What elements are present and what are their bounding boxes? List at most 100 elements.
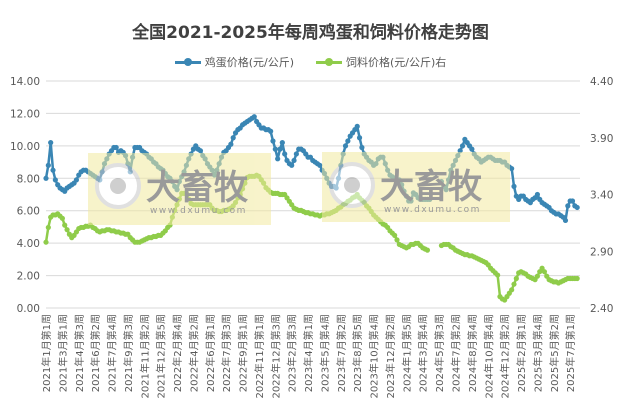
data-point [43, 239, 49, 245]
data-point [279, 140, 285, 146]
y-left-tick-label: 10.00 [10, 141, 40, 153]
data-point [64, 227, 70, 233]
x-tick-label: 2024年12月第2周 [499, 314, 512, 399]
data-point [424, 247, 431, 253]
data-point [268, 128, 274, 134]
y-left-tick-label: 2.00 [17, 271, 40, 283]
x-tick-label: 2021年12月第5周 [155, 314, 168, 399]
data-point [282, 151, 288, 157]
data-point [574, 204, 580, 211]
data-point [574, 275, 580, 282]
data-point [43, 175, 49, 181]
data-point [293, 151, 299, 157]
y-left-tick-label: 0.00 [17, 303, 40, 315]
watermark-url: www.dxumu.com [150, 206, 247, 216]
x-tick-label: 2024年10月第4周 [482, 314, 495, 399]
data-point [270, 138, 276, 144]
x-tick-label: 2025年2月第1周 [515, 314, 528, 392]
data-point [509, 287, 515, 293]
data-point [511, 281, 517, 287]
data-point [251, 114, 257, 120]
y-right-tick-label: 2.90 [590, 246, 613, 258]
data-point [59, 215, 65, 221]
x-tick-label: 2021年1月第1周 [40, 314, 53, 392]
x-tick-label: 2024年1月第5周 [400, 314, 413, 392]
x-tick-label: 2023年10月第4周 [368, 314, 381, 399]
data-point [230, 135, 236, 141]
x-tick-label: 2022年2月第4周 [171, 314, 184, 392]
x-tick-label: 2022年4月第2周 [187, 314, 200, 392]
data-point [359, 144, 365, 151]
data-point [52, 177, 58, 183]
data-point [509, 165, 515, 172]
y-left-tick-label: 6.00 [17, 206, 40, 218]
x-tick-label: 2025年5月第2周 [548, 314, 561, 392]
data-point [48, 140, 54, 146]
legend-swatch-egg [174, 57, 201, 66]
x-tick-label: 2024年8月第4周 [466, 314, 479, 392]
data-point [62, 222, 68, 228]
watermark-pupil-icon [344, 177, 360, 193]
x-tick-label: 2021年9月第3周 [122, 314, 135, 392]
x-tick-label: 2024年3月第4周 [417, 314, 430, 392]
data-point [356, 135, 363, 141]
data-point [275, 156, 281, 162]
data-point [113, 144, 119, 151]
x-tick-label: 2021年6月第2周 [89, 314, 102, 392]
x-tick-label: 2023年12月第2周 [384, 314, 397, 399]
data-point [534, 273, 541, 279]
data-point [45, 224, 51, 231]
x-tick-label: 2023年2月第3周 [286, 314, 299, 392]
x-tick-label: 2022年6月第1周 [204, 314, 217, 392]
watermark-pupil-icon [110, 178, 126, 194]
data-point [73, 177, 80, 183]
watermark-brand: 大畜牧 [146, 168, 249, 208]
y-right-tick-label: 4.40 [590, 76, 613, 88]
x-tick-label: 2021年3月第1周 [56, 314, 69, 392]
data-point [565, 203, 571, 209]
data-point [569, 198, 576, 204]
watermark-url: www.dxumu.com [384, 205, 481, 215]
legend-swatch-feed [316, 57, 342, 66]
legend: 鸡蛋价格(元/公斤) 饲料价格(元/公斤)右 [0, 54, 621, 70]
data-point [541, 269, 548, 275]
chart-title: 全国2021-2025年每周鸡蛋和饲料价格走势图 [132, 23, 489, 43]
y-left-tick-label: 12.00 [10, 108, 40, 120]
x-tick-label: 2025年3月第4周 [531, 314, 544, 392]
data-point [495, 272, 501, 278]
data-point [534, 191, 541, 198]
watermark-logo [322, 152, 510, 222]
data-point [513, 275, 519, 282]
data-point [345, 138, 351, 144]
x-tick-label: 2021年4月第3周 [73, 314, 86, 392]
watermark-logo [88, 153, 271, 225]
data-point [562, 217, 569, 224]
data-point [277, 146, 283, 152]
legend-label-egg: 鸡蛋价格(元/公斤) [204, 56, 294, 69]
x-tick-label: 2024年5月第3周 [433, 314, 446, 392]
data-point [50, 167, 56, 173]
data-point [45, 162, 51, 168]
x-tick-label: 2022年9月第1周 [237, 314, 250, 392]
data-point [511, 183, 517, 189]
x-tick-label: 2022年12月第3周 [269, 314, 282, 399]
x-tick-label: 2021年11月第2周 [138, 314, 151, 399]
data-point [272, 146, 278, 152]
x-tick-label: 2022年7月第3周 [220, 314, 233, 392]
x-tick-label: 2023年5月第4周 [318, 314, 331, 392]
data-point [459, 143, 466, 149]
legend-item-feed: 饲料价格(元/公斤)右 [316, 54, 446, 70]
legend-label-feed: 饲料价格(元/公斤)右 [346, 56, 447, 69]
data-point [469, 146, 475, 152]
y-right-tick-label: 3.40 [590, 190, 613, 202]
data-point [317, 162, 323, 168]
legend-item-egg: 鸡蛋价格(元/公斤) [174, 54, 294, 70]
data-point [354, 123, 360, 129]
data-point [228, 141, 234, 147]
x-tick-label: 2024年7月第2周 [450, 314, 463, 392]
y-left-tick-label: 14.00 [10, 76, 40, 88]
x-tick-label: 2023年8月第5周 [351, 314, 364, 392]
data-point [197, 148, 204, 154]
x-tick-label: 2021年7月第4周 [106, 314, 119, 392]
